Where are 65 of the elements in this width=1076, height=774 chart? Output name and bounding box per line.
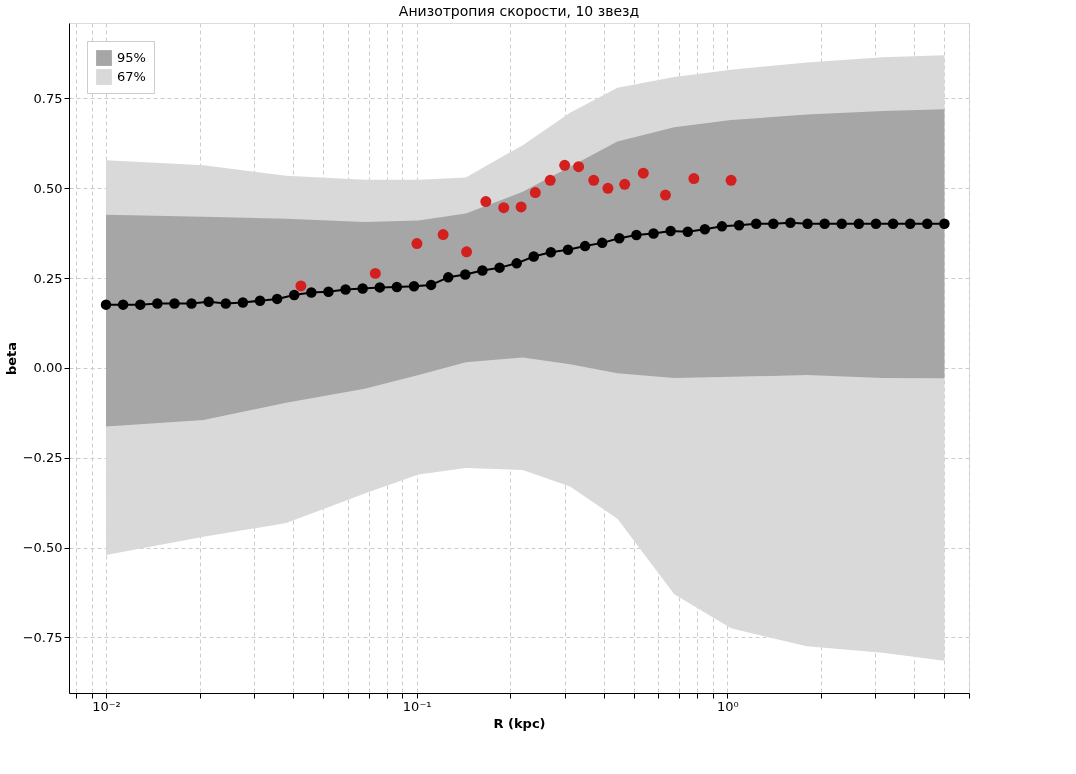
point bbox=[545, 246, 557, 258]
point bbox=[186, 298, 197, 309]
chart-title: Анизотропия скорости, 10 звезд bbox=[398, 3, 640, 19]
point bbox=[152, 298, 163, 309]
point bbox=[443, 272, 454, 283]
point bbox=[528, 251, 539, 262]
point bbox=[391, 281, 403, 293]
point bbox=[819, 218, 830, 230]
point bbox=[408, 281, 420, 292]
point bbox=[665, 225, 676, 237]
point bbox=[596, 237, 608, 249]
point bbox=[425, 279, 437, 291]
x-tick-label: 10⁻² bbox=[92, 698, 121, 714]
point bbox=[340, 284, 351, 295]
point bbox=[357, 283, 368, 294]
point bbox=[494, 262, 505, 273]
y-tick-label: 0.75 bbox=[33, 90, 63, 106]
point bbox=[939, 218, 950, 230]
point bbox=[802, 218, 813, 230]
y-tick-label: −0.50 bbox=[22, 540, 63, 555]
y-tick-label: −0.25 bbox=[22, 450, 63, 466]
x-axis-title: R (kpc) bbox=[493, 715, 546, 731]
point bbox=[631, 229, 642, 241]
point bbox=[922, 218, 933, 230]
point bbox=[750, 218, 762, 230]
y-tick-label: 0.25 bbox=[33, 270, 63, 286]
point bbox=[904, 218, 916, 230]
point bbox=[271, 293, 283, 305]
point bbox=[836, 218, 847, 230]
point bbox=[870, 218, 882, 230]
point bbox=[733, 220, 745, 231]
point bbox=[117, 299, 129, 310]
point bbox=[716, 221, 728, 232]
x-tick-label: 10⁻¹ bbox=[402, 698, 432, 714]
y-tick-label: −0.75 bbox=[22, 629, 63, 645]
point bbox=[323, 286, 334, 297]
point bbox=[682, 226, 693, 237]
point bbox=[460, 269, 471, 280]
legend-label: 95% bbox=[117, 50, 146, 65]
point bbox=[100, 299, 112, 310]
point bbox=[699, 223, 711, 235]
legend-label: 67% bbox=[117, 69, 146, 84]
point bbox=[579, 240, 591, 252]
point bbox=[785, 217, 796, 228]
point bbox=[203, 296, 214, 308]
point bbox=[135, 299, 146, 310]
y-axis-title: beta bbox=[3, 341, 19, 376]
point bbox=[254, 295, 266, 306]
point bbox=[477, 265, 488, 276]
point bbox=[220, 298, 232, 309]
point bbox=[306, 287, 317, 298]
point bbox=[648, 228, 659, 239]
point bbox=[614, 232, 625, 244]
y-tick-label: 0.00 bbox=[33, 360, 63, 376]
point bbox=[374, 282, 386, 293]
point bbox=[768, 218, 779, 230]
point bbox=[288, 289, 300, 301]
point bbox=[887, 218, 899, 230]
point bbox=[511, 258, 522, 269]
y-tick-label: 0.50 bbox=[33, 180, 63, 196]
x-tick-label: 10⁰ bbox=[716, 698, 739, 714]
point bbox=[169, 298, 180, 309]
point bbox=[562, 244, 574, 255]
point bbox=[237, 297, 249, 308]
point bbox=[853, 218, 865, 230]
